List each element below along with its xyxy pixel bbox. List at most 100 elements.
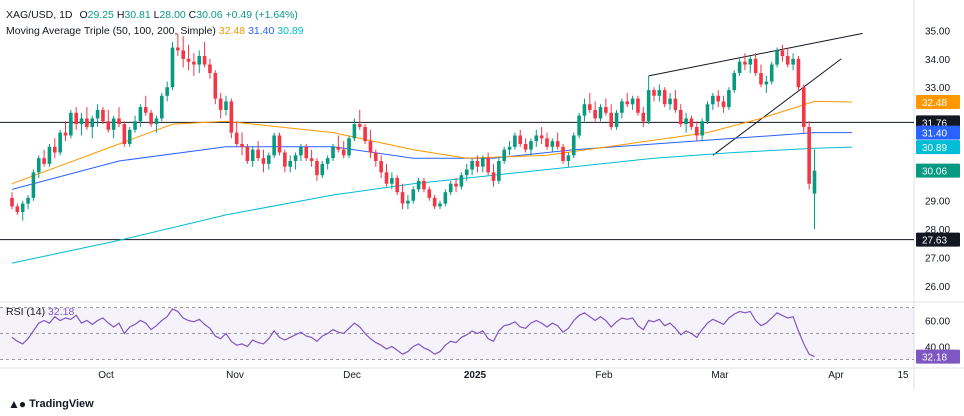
candle-body xyxy=(277,135,282,153)
candle-body xyxy=(609,112,613,127)
candle-body xyxy=(721,101,726,108)
candle-body xyxy=(630,98,635,105)
candle-body xyxy=(202,56,207,65)
candle-body xyxy=(197,56,202,65)
candle-body xyxy=(785,56,790,65)
high-label: H xyxy=(116,9,125,21)
candle xyxy=(812,149,817,230)
candle xyxy=(732,70,737,93)
candle-body xyxy=(780,50,785,57)
candle xyxy=(588,92,592,113)
candle xyxy=(395,175,399,196)
candle-body xyxy=(165,87,169,96)
candle xyxy=(192,53,196,76)
candle-body xyxy=(42,158,46,164)
candle-body xyxy=(636,98,640,113)
price-axis-badge-text: 31.40 xyxy=(922,129,947,140)
candle-body xyxy=(700,121,704,136)
candle xyxy=(689,115,694,130)
candle-body xyxy=(737,61,742,74)
price-axis-badge: 27.63 xyxy=(916,232,960,247)
candle xyxy=(791,53,795,71)
candle xyxy=(261,149,266,173)
candle xyxy=(700,118,704,142)
candle-body xyxy=(502,149,506,161)
candle xyxy=(748,56,753,74)
candle-body xyxy=(582,104,587,116)
candle-body xyxy=(545,138,549,147)
tradingview-logo[interactable]: ▲● TradingView xyxy=(8,397,94,411)
candle-body xyxy=(422,180,426,190)
candle-body xyxy=(614,112,619,127)
candle-body xyxy=(577,115,581,136)
open-value: 29.25 xyxy=(87,9,114,21)
candle-body xyxy=(160,95,164,119)
candle xyxy=(678,104,683,127)
candle xyxy=(36,155,41,179)
candle xyxy=(481,155,485,173)
candle-body xyxy=(791,58,795,65)
candle-body xyxy=(464,169,469,176)
candle xyxy=(641,107,646,127)
candle xyxy=(160,92,164,122)
price-axis-tick-label: 35.00 xyxy=(925,27,950,38)
candle-body xyxy=(374,152,378,161)
candle xyxy=(438,200,442,210)
candle-body xyxy=(518,135,523,144)
candle-body xyxy=(149,112,153,125)
candle-body xyxy=(534,135,539,142)
candle xyxy=(69,109,73,139)
candle-body xyxy=(283,152,287,167)
candle xyxy=(802,84,806,133)
candle xyxy=(197,50,202,74)
price-axis-badge: 32.48 xyxy=(916,94,960,109)
candle-body xyxy=(95,109,100,119)
candle xyxy=(272,132,276,159)
candle-body xyxy=(625,101,630,105)
low-value: 28.00 xyxy=(159,9,186,21)
candle-body xyxy=(566,155,571,161)
candle-body xyxy=(459,175,464,187)
candle-body xyxy=(20,203,25,213)
candle xyxy=(470,158,474,176)
candle xyxy=(502,146,506,164)
candle-body xyxy=(662,90,667,105)
candle xyxy=(753,53,758,76)
candle-body xyxy=(454,183,458,187)
candle xyxy=(716,90,720,108)
candle xyxy=(561,143,565,164)
candle-body xyxy=(63,132,68,136)
candle-body xyxy=(176,47,180,51)
candle-body xyxy=(561,146,565,161)
candle-body xyxy=(711,95,715,105)
candle-body xyxy=(427,189,432,198)
price-axis-badge: 31.40 xyxy=(916,125,960,140)
candle xyxy=(47,143,52,167)
candle-body xyxy=(802,87,806,127)
candle-body xyxy=(668,98,672,105)
rsi-legend-value: 32.18 xyxy=(48,306,75,318)
candle xyxy=(186,44,191,71)
candle xyxy=(218,92,223,119)
candle xyxy=(443,189,448,207)
time-axis-tick-label: 15 xyxy=(897,370,909,381)
candle xyxy=(213,70,218,105)
candle-body xyxy=(748,58,753,65)
candle xyxy=(475,155,480,173)
candle xyxy=(695,121,699,142)
candle-body xyxy=(507,146,512,150)
candle-body xyxy=(443,192,448,204)
candle xyxy=(347,135,351,159)
candle-body xyxy=(261,158,266,164)
candle xyxy=(555,132,560,150)
candle xyxy=(486,152,490,176)
price-axis-tick-label: 34.00 xyxy=(925,55,950,66)
candle xyxy=(79,112,84,136)
candle-body xyxy=(379,161,383,173)
candle xyxy=(630,95,635,110)
candle-body xyxy=(743,61,747,65)
candle xyxy=(357,109,362,130)
candle-body xyxy=(272,135,276,156)
candle-body xyxy=(320,163,325,176)
price-axis-badge: 30.89 xyxy=(916,140,960,155)
